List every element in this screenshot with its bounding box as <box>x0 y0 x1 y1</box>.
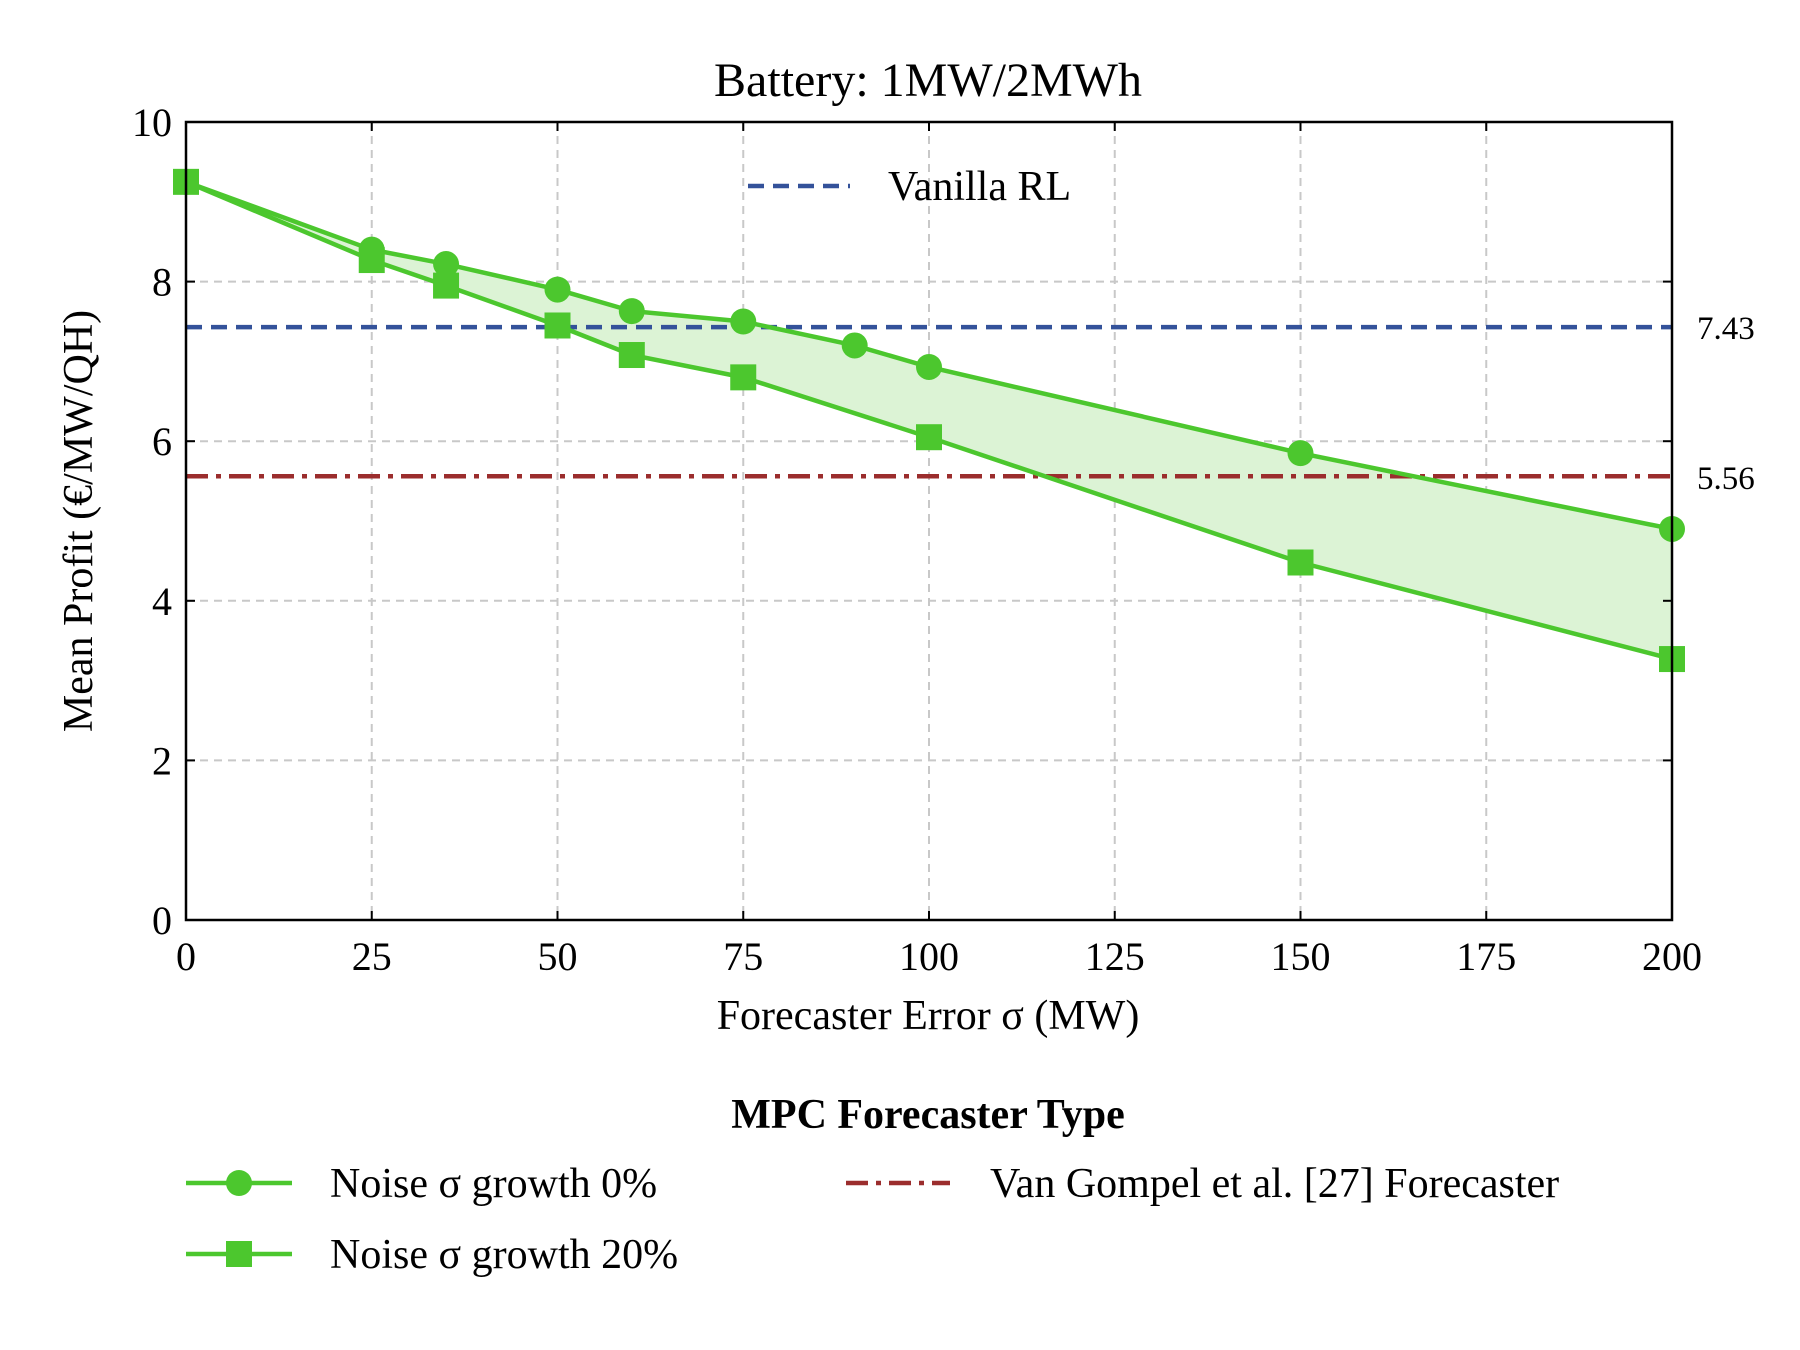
legend-noise-20-marker <box>226 1241 252 1267</box>
x-tick-label: 50 <box>538 934 578 979</box>
chart-title: Battery: 1MW/2MWh <box>714 54 1142 107</box>
ref-label-van-gompel: 5.56 <box>1697 461 1755 497</box>
data-point-noise-20 <box>730 364 757 391</box>
x-tick-label: 0 <box>176 934 196 979</box>
y-tick-label: 10 <box>132 100 172 145</box>
legend-van-gompel-label: Van Gompel et al. [27] Forecaster <box>990 1161 1559 1207</box>
data-point-noise-0 <box>544 276 571 303</box>
x-tick-label: 100 <box>899 934 959 979</box>
y-axis-label: Mean Profit (€/MW/QH) <box>56 310 102 732</box>
x-tick-label: 200 <box>1642 934 1702 979</box>
data-point-noise-0 <box>730 308 757 335</box>
x-tick-label: 175 <box>1456 934 1516 979</box>
data-point-noise-20 <box>1287 549 1314 576</box>
data-point-noise-20 <box>916 424 942 451</box>
y-tick-label: 2 <box>152 738 172 783</box>
x-tick-label: 75 <box>723 934 763 979</box>
legend-noise-0-label: Noise σ growth 0% <box>330 1161 657 1207</box>
legend-top: Vanilla RL <box>748 164 1071 210</box>
data-point-noise-0 <box>433 251 460 278</box>
data-point-noise-0 <box>618 298 645 325</box>
legend-vanilla-rl-label: Vanilla RL <box>888 164 1071 210</box>
x-axis-label: Forecaster Error σ (MW) <box>717 993 1140 1039</box>
legend-title: MPC Forecaster Type <box>731 1092 1124 1138</box>
series-line-noise-0 <box>185 179 1673 532</box>
data-point-noise-20 <box>618 342 645 369</box>
x-tick-label: 125 <box>1085 934 1145 979</box>
y-tick-label: 0 <box>152 898 172 943</box>
x-tick-label: 150 <box>1271 934 1331 979</box>
x-tick-label: 25 <box>352 934 392 979</box>
series-layer <box>173 168 1685 673</box>
axes-layer: 0 25 50 75 100 125 150 175 200 0 2 4 6 8 10 <box>132 100 1702 979</box>
data-point-noise-20 <box>544 312 571 339</box>
y-tick-label: 6 <box>152 419 172 464</box>
y-tick-label: 4 <box>152 579 172 624</box>
y-tick-label: 8 <box>152 260 172 305</box>
data-point-noise-20 <box>358 247 385 274</box>
data-point-noise-0 <box>1287 440 1314 467</box>
ref-label-vanilla-rl: 7.43 <box>1697 311 1755 347</box>
data-point-noise-0 <box>841 332 868 359</box>
legend-noise-0-marker <box>226 1170 252 1196</box>
legend-noise-20-label: Noise σ growth 20% <box>330 1232 678 1278</box>
legend-bottom: MPC Forecaster Type Noise σ growth 0% No… <box>186 1092 1559 1278</box>
data-point-noise-20 <box>433 272 460 299</box>
data-point-noise-0 <box>916 353 942 380</box>
